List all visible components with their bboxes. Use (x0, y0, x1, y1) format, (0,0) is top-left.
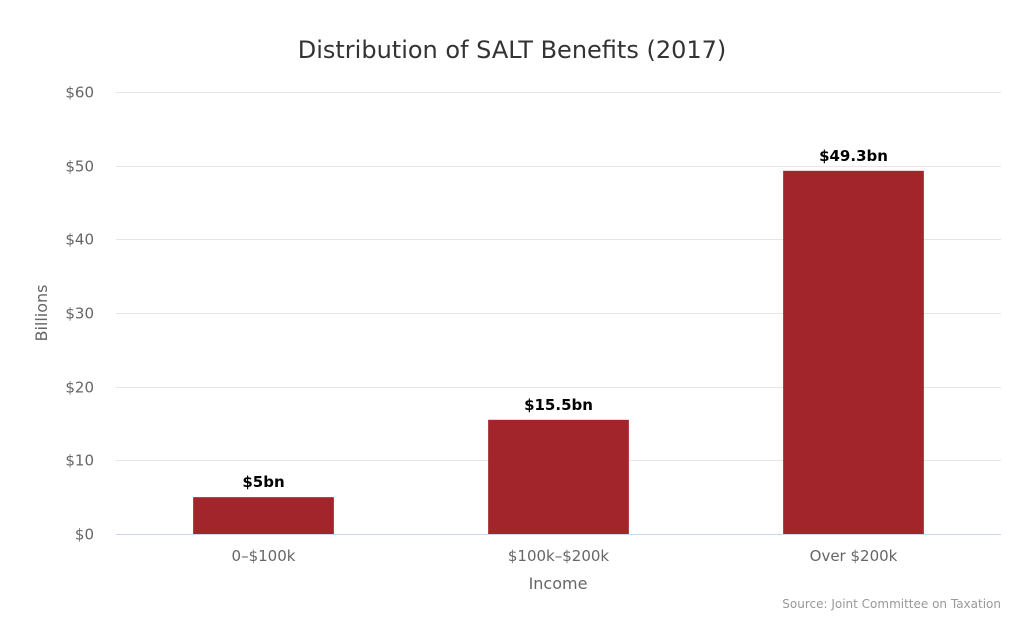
x-axis-ticks: 0–$100k $100k–$200k Over $200k (232, 547, 898, 565)
x-tick-label: Over $200k (810, 547, 898, 565)
y-tick-label: $20 (65, 379, 94, 397)
y-axis-ticks: $0 $10 $20 $30 $40 $50 $60 (65, 84, 94, 544)
data-labels: $5bn $15.5bn $49.3bn (242, 147, 888, 491)
bar[interactable] (488, 419, 629, 534)
y-tick-label: $50 (65, 158, 94, 176)
bar[interactable] (193, 497, 334, 534)
bar[interactable] (783, 170, 924, 534)
bar-value-label: $15.5bn (524, 396, 593, 414)
bars (193, 170, 924, 534)
y-axis-title: Billions (32, 284, 51, 341)
y-tick-label: $10 (65, 452, 94, 470)
x-tick-label: $100k–$200k (508, 547, 610, 565)
gridlines (116, 92, 1001, 535)
y-tick-label: $60 (65, 84, 94, 102)
y-tick-label: $30 (65, 305, 94, 323)
y-tick-label: $0 (75, 526, 94, 544)
y-tick-label: $40 (65, 231, 94, 249)
source-credit[interactable]: Source: Joint Committee on Taxation (782, 597, 1001, 611)
x-axis-title: Income (529, 574, 588, 593)
chart-title: Distribution of SALT Benefits (2017) (298, 36, 727, 64)
bar-value-label: $49.3bn (819, 147, 888, 165)
bar-value-label: $5bn (242, 473, 284, 491)
x-tick-label: 0–$100k (232, 547, 296, 565)
